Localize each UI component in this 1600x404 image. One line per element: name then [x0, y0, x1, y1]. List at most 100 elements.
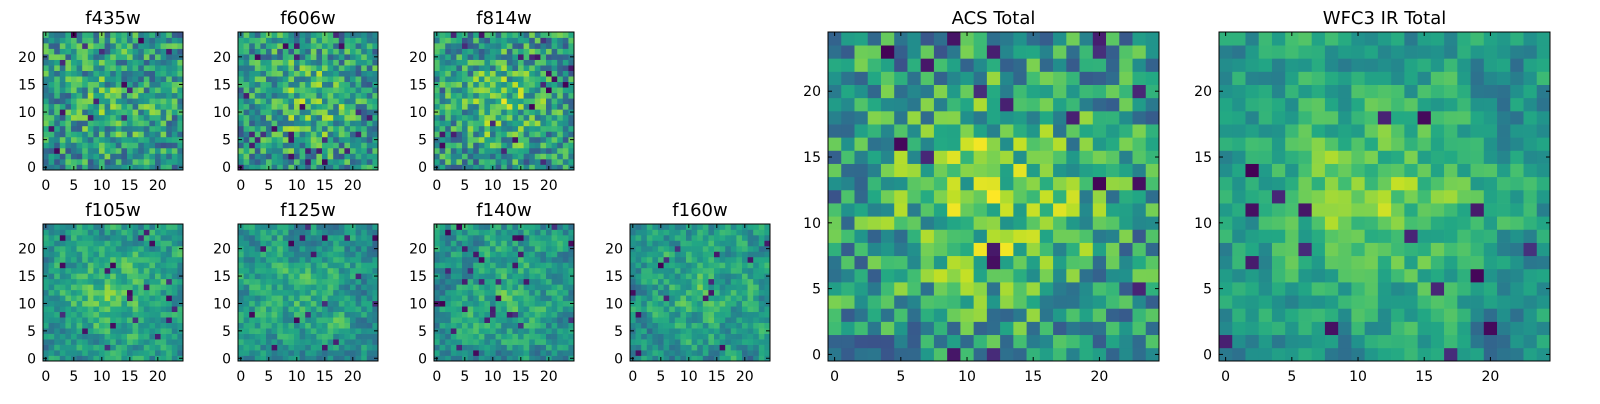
heatmap-cell: [658, 257, 664, 263]
heatmap-cell: [166, 32, 172, 38]
heatmap-cell: [445, 131, 451, 137]
heatmap-cell: [462, 137, 468, 143]
heatmap-cell: [535, 104, 541, 110]
heatmap-cell: [753, 328, 759, 334]
heatmap-cell: [529, 273, 535, 279]
heatmap-cell: [283, 164, 289, 170]
heatmap-cell: [468, 251, 474, 257]
heatmap-cell: [652, 262, 658, 268]
heatmap-cell: [166, 71, 172, 77]
heatmap-cell: [344, 120, 350, 126]
heatmap-cell: [255, 279, 261, 285]
heatmap-cell: [272, 345, 278, 351]
heatmap-cell: [272, 71, 278, 77]
heatmap-cell: [288, 32, 294, 38]
heatmap-cell: [93, 229, 99, 235]
heatmap-cell: [71, 43, 77, 49]
heatmap-cell: [77, 273, 83, 279]
heatmap-cell: [277, 345, 283, 351]
heatmap-cell: [144, 104, 150, 110]
heatmap-cell: [725, 356, 731, 362]
heatmap-cell: [71, 295, 77, 301]
heatmap-cell: [333, 224, 339, 230]
heatmap-cell: [669, 224, 675, 230]
heatmap-cell: [451, 334, 457, 340]
heatmap-cell: [552, 137, 558, 143]
heatmap-cell: [93, 262, 99, 268]
heatmap-cell: [484, 345, 490, 351]
heatmap-cell: [110, 126, 116, 132]
heatmap-cell: [121, 115, 127, 121]
heatmap-cell: [987, 229, 1001, 243]
heatmap-cell: [77, 32, 83, 38]
heatmap-cell: [894, 322, 908, 336]
heatmap-cell: [138, 164, 144, 170]
heatmap-cell: [1053, 308, 1067, 322]
heatmap-cell: [49, 328, 55, 334]
heatmap-cell: [361, 279, 367, 285]
heatmap-cell: [93, 240, 99, 246]
heatmap-cell: [149, 295, 155, 301]
heatmap-cell: [116, 295, 122, 301]
heatmap-cell: [708, 356, 714, 362]
heatmap-cell: [333, 65, 339, 71]
heatmap-cell: [88, 224, 94, 230]
heatmap-cell: [669, 306, 675, 312]
heatmap-cell: [692, 301, 698, 307]
heatmap-cell: [479, 104, 485, 110]
heatmap-cell: [177, 142, 183, 148]
x-tick-label: 20: [344, 178, 362, 194]
heatmap-cell: [512, 328, 518, 334]
heatmap-cell: [496, 328, 502, 334]
heatmap-cell: [524, 54, 530, 60]
heatmap-cell: [1053, 164, 1067, 178]
heatmap-cell: [496, 284, 502, 290]
heatmap-cell: [658, 312, 664, 318]
heatmap-cell: [540, 290, 546, 296]
heatmap-cell: [434, 350, 440, 356]
heatmap-cell: [764, 229, 770, 235]
heatmap-cell: [116, 131, 122, 137]
heatmap-cell: [311, 126, 317, 132]
heatmap-cell: [49, 131, 55, 137]
heatmap-cell: [43, 71, 49, 77]
heatmap-cell: [484, 295, 490, 301]
heatmap-cell: [367, 284, 373, 290]
heatmap-cell: [557, 43, 563, 49]
heatmap-cell: [149, 104, 155, 110]
heatmap-cell: [266, 323, 272, 329]
heatmap-cell: [647, 339, 653, 345]
heatmap-cell: [322, 306, 328, 312]
heatmap-cell: [288, 268, 294, 274]
heatmap-cell: [367, 65, 373, 71]
heatmap-cell: [456, 43, 462, 49]
heatmap-cell: [552, 301, 558, 307]
heatmap-cell: [283, 60, 289, 66]
heatmap-cell: [305, 87, 311, 93]
heatmap-cell: [557, 93, 563, 99]
heatmap-cell: [960, 335, 974, 349]
heatmap-cell: [255, 317, 261, 323]
heatmap-cell: [93, 76, 99, 82]
heatmap-cell: [121, 323, 127, 329]
heatmap-cell: [322, 268, 328, 274]
heatmap-cell: [88, 120, 94, 126]
heatmap-cell: [540, 82, 546, 88]
heatmap-cell: [473, 164, 479, 170]
heatmap-cell: [907, 150, 921, 164]
heatmap-cell: [127, 43, 133, 49]
heatmap-cell: [703, 306, 709, 312]
heatmap-cell: [692, 317, 698, 323]
heatmap-cell: [333, 312, 339, 318]
heatmap-cell: [652, 312, 658, 318]
heatmap-cell: [177, 131, 183, 137]
heatmap-cell: [692, 224, 698, 230]
heatmap-cell: [350, 82, 356, 88]
heatmap-cell: [255, 32, 261, 38]
heatmap-cell: [255, 306, 261, 312]
heatmap-cell: [356, 142, 362, 148]
heatmap-cell: [65, 235, 71, 241]
heatmap-cell: [99, 339, 105, 345]
heatmap-cell: [260, 257, 266, 263]
heatmap-cell: [144, 345, 150, 351]
